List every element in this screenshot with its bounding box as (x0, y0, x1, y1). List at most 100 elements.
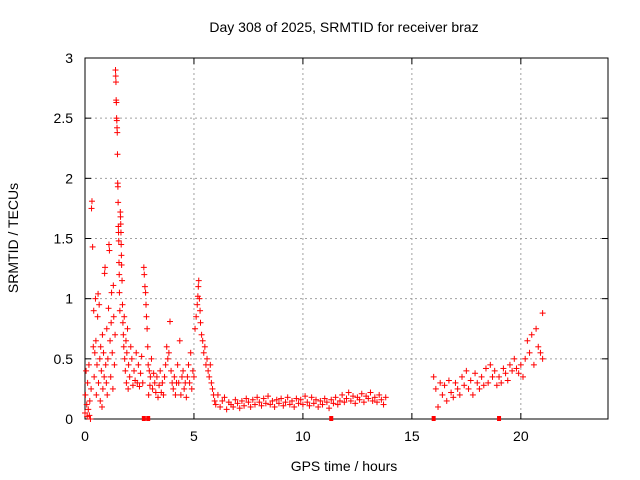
data-point (463, 367, 470, 374)
data-point (256, 399, 263, 406)
data-point (197, 307, 204, 314)
x-tick-label: 5 (190, 428, 198, 444)
data-point (509, 367, 516, 374)
data-point (469, 391, 476, 398)
data-points (82, 67, 546, 422)
data-point (478, 373, 485, 380)
data-point (358, 390, 365, 397)
x-tick-label: 10 (295, 428, 311, 444)
data-point (194, 301, 201, 308)
data-point (165, 349, 172, 356)
data-point (125, 385, 132, 392)
data-point (376, 391, 383, 398)
data-point (365, 395, 372, 402)
data-point (177, 391, 184, 398)
data-point (112, 67, 119, 74)
data-point (176, 337, 183, 344)
data-point (85, 406, 92, 413)
data-point (180, 367, 187, 374)
data-point (458, 373, 465, 380)
data-point (185, 361, 192, 368)
data-point (315, 403, 322, 410)
data-point (88, 205, 95, 212)
data-point (97, 343, 104, 350)
data-point (121, 355, 128, 362)
data-point-baseline (329, 416, 334, 421)
data-point (137, 370, 144, 377)
data-point (193, 313, 200, 320)
data-point (480, 382, 487, 389)
data-point (117, 221, 124, 228)
data-point (90, 307, 97, 314)
data-point (198, 331, 205, 338)
x-tick-label: 20 (513, 428, 529, 444)
data-point (139, 379, 146, 386)
y-tick-labels: 0 0.5 1 1.5 2 2.5 3 (54, 50, 74, 427)
data-point (186, 379, 193, 386)
data-point (86, 412, 93, 419)
data-point (150, 370, 157, 377)
data-point (112, 331, 119, 338)
data-point (107, 337, 114, 344)
data-point (535, 343, 542, 350)
data-point-baseline (431, 416, 436, 421)
data-point (138, 353, 145, 360)
data-point (117, 229, 124, 236)
data-point (280, 402, 287, 409)
data-point (99, 385, 106, 392)
data-point (211, 397, 218, 404)
data-point (127, 343, 134, 350)
data-point-baseline (146, 416, 151, 421)
data-point (146, 367, 153, 374)
data-point (360, 399, 367, 406)
data-point (146, 382, 153, 389)
data-point (454, 385, 461, 392)
data-point (113, 99, 120, 106)
data-point (537, 349, 544, 356)
data-point (101, 373, 108, 380)
data-point (98, 403, 105, 410)
data-point (435, 403, 442, 410)
data-point (491, 367, 498, 374)
data-point (170, 385, 177, 392)
data-point (92, 295, 99, 302)
data-point (128, 355, 135, 362)
data-point (524, 337, 531, 344)
data-point (102, 264, 109, 271)
data-point (133, 349, 140, 356)
data-point (297, 396, 304, 403)
data-point (90, 343, 97, 350)
data-point (160, 391, 167, 398)
data-point (118, 241, 125, 248)
data-point (88, 385, 95, 392)
y-tick-label: 1 (65, 291, 73, 307)
data-point (163, 343, 170, 350)
data-point (223, 406, 230, 413)
data-point (85, 361, 92, 368)
data-point (188, 385, 195, 392)
data-point (114, 183, 121, 190)
data-point (378, 396, 385, 403)
data-point (293, 395, 300, 402)
data-point (108, 319, 115, 326)
data-point (97, 397, 104, 404)
data-point (87, 416, 94, 422)
data-point (332, 394, 339, 401)
data-point (206, 373, 213, 380)
data-point (114, 151, 121, 158)
data-point (352, 400, 359, 407)
data-point (502, 370, 509, 377)
data-point (214, 391, 221, 398)
data-point (117, 213, 124, 220)
data-point (267, 401, 274, 408)
data-point (489, 373, 496, 380)
data-point (284, 394, 291, 401)
data-point (112, 73, 119, 80)
data-point (124, 325, 131, 332)
data-point (103, 379, 110, 386)
data-point (443, 397, 450, 404)
data-point (108, 289, 115, 296)
data-point (506, 361, 513, 368)
data-point (310, 400, 317, 407)
data-point (295, 400, 302, 407)
